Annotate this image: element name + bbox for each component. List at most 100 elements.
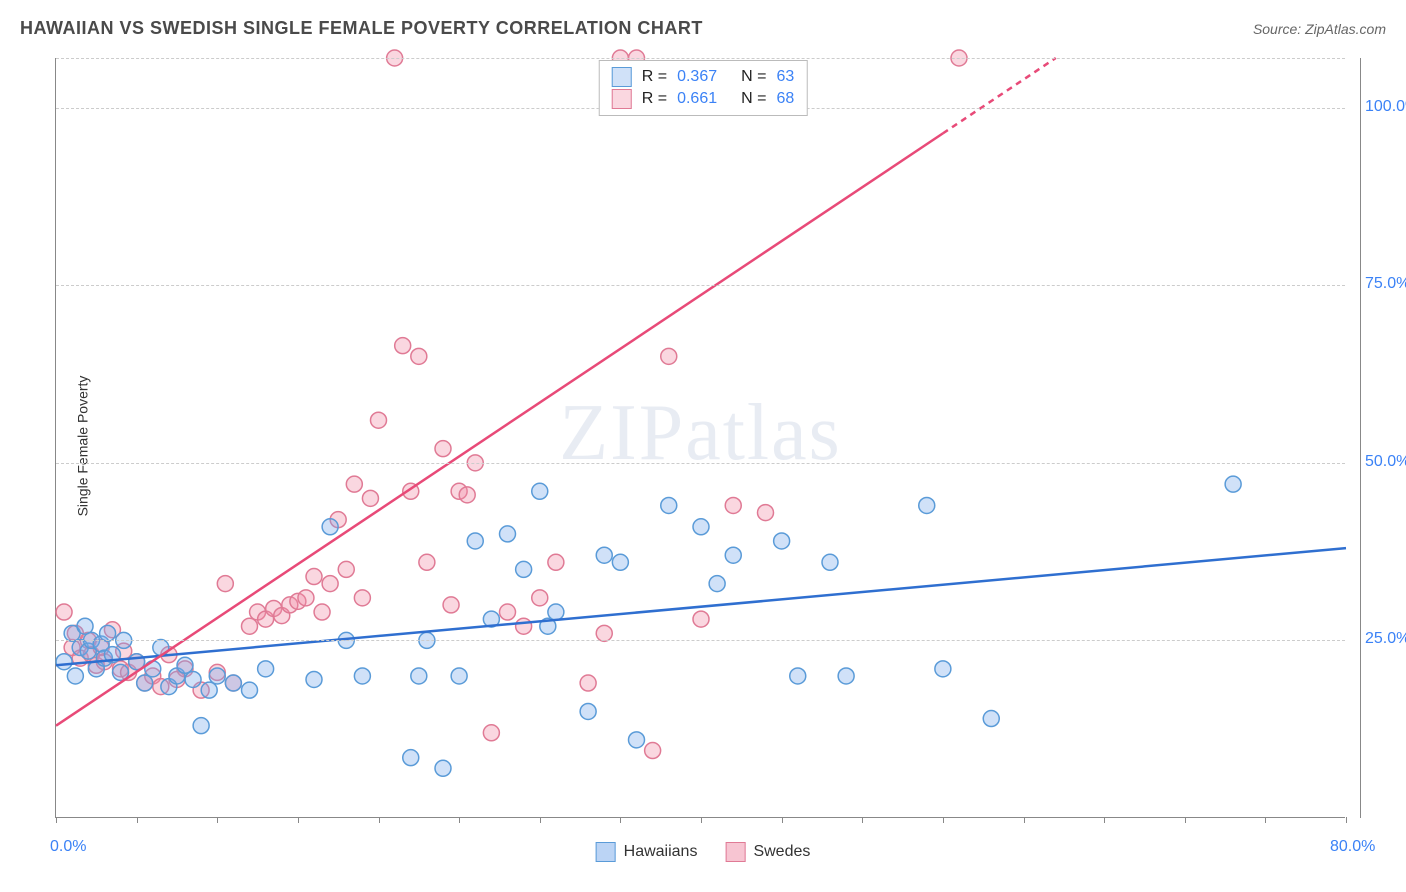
data-point bbox=[354, 590, 370, 606]
chart-canvas bbox=[56, 58, 1345, 817]
data-point bbox=[919, 497, 935, 513]
y-tick-label: 50.0% bbox=[1365, 453, 1406, 471]
data-point bbox=[242, 618, 258, 634]
data-point bbox=[822, 554, 838, 570]
x-tick bbox=[782, 817, 783, 823]
grid-line bbox=[56, 285, 1345, 286]
legend-item: Hawaiians bbox=[596, 842, 698, 862]
legend-stat-row: R = 0.661 N = 68 bbox=[612, 89, 795, 109]
data-point bbox=[242, 682, 258, 698]
x-tick bbox=[459, 817, 460, 823]
data-point bbox=[580, 675, 596, 691]
data-point bbox=[532, 590, 548, 606]
data-point bbox=[500, 604, 516, 620]
x-tick bbox=[620, 817, 621, 823]
data-point bbox=[419, 554, 435, 570]
data-point bbox=[629, 732, 645, 748]
data-point bbox=[201, 682, 217, 698]
trend-line bbox=[56, 548, 1346, 665]
x-tick bbox=[1265, 817, 1266, 823]
data-point bbox=[225, 675, 241, 691]
legend-label: Hawaiians bbox=[624, 843, 698, 861]
series-legend: HawaiiansSwedes bbox=[596, 842, 811, 862]
y-tick-label: 25.0% bbox=[1365, 630, 1406, 648]
legend-n-label: N = bbox=[741, 90, 766, 108]
data-point bbox=[362, 490, 378, 506]
data-point bbox=[693, 611, 709, 627]
y-tick-label: 75.0% bbox=[1365, 275, 1406, 293]
data-point bbox=[185, 671, 201, 687]
data-point bbox=[298, 590, 314, 606]
data-point bbox=[354, 668, 370, 684]
legend-r-value: 0.661 bbox=[677, 90, 717, 108]
data-point bbox=[322, 576, 338, 592]
data-point bbox=[516, 618, 532, 634]
legend-swatch bbox=[596, 842, 616, 862]
data-point bbox=[459, 487, 475, 503]
x-tick bbox=[862, 817, 863, 823]
data-point bbox=[209, 668, 225, 684]
trend-line-dashed bbox=[943, 58, 1056, 133]
data-point bbox=[145, 661, 161, 677]
y-tick-label: 100.0% bbox=[1365, 98, 1406, 116]
x-tick bbox=[701, 817, 702, 823]
data-point bbox=[451, 668, 467, 684]
data-point bbox=[661, 497, 677, 513]
data-point bbox=[774, 533, 790, 549]
x-tick bbox=[1185, 817, 1186, 823]
legend-r-label: R = bbox=[642, 90, 667, 108]
x-tick bbox=[540, 817, 541, 823]
data-point bbox=[435, 760, 451, 776]
data-point bbox=[371, 412, 387, 428]
data-point bbox=[758, 505, 774, 521]
legend-n-label: N = bbox=[741, 68, 766, 86]
data-point bbox=[596, 547, 612, 563]
data-point bbox=[548, 554, 564, 570]
data-point bbox=[395, 338, 411, 354]
data-point bbox=[67, 668, 83, 684]
legend-swatch bbox=[612, 67, 632, 87]
data-point bbox=[411, 668, 427, 684]
legend-n-value: 63 bbox=[776, 68, 794, 86]
data-point bbox=[322, 519, 338, 535]
data-point bbox=[661, 348, 677, 364]
plot-area: ZIPatlas bbox=[55, 58, 1345, 818]
data-point bbox=[217, 576, 233, 592]
legend-r-label: R = bbox=[642, 68, 667, 86]
trend-line bbox=[56, 133, 943, 725]
chart-title: HAWAIIAN VS SWEDISH SINGLE FEMALE POVERT… bbox=[20, 18, 703, 39]
data-point bbox=[1225, 476, 1241, 492]
x-tick bbox=[1104, 817, 1105, 823]
data-point bbox=[532, 483, 548, 499]
data-point bbox=[258, 661, 274, 677]
data-point bbox=[596, 625, 612, 641]
data-point bbox=[693, 519, 709, 535]
grid-line bbox=[56, 58, 1345, 59]
data-point bbox=[306, 671, 322, 687]
grid-line bbox=[56, 640, 1345, 641]
data-point bbox=[411, 348, 427, 364]
x-tick bbox=[1346, 817, 1347, 823]
data-point bbox=[338, 561, 354, 577]
x-tick bbox=[137, 817, 138, 823]
source-label: Source: ZipAtlas.com bbox=[1253, 21, 1386, 37]
data-point bbox=[56, 604, 72, 620]
legend-swatch bbox=[612, 89, 632, 109]
grid-line bbox=[56, 463, 1345, 464]
data-point bbox=[177, 657, 193, 673]
data-point bbox=[709, 576, 725, 592]
legend-swatch bbox=[725, 842, 745, 862]
data-point bbox=[137, 675, 153, 691]
stats-legend: R = 0.367N = 63R = 0.661N = 68 bbox=[599, 60, 808, 116]
x-tick bbox=[943, 817, 944, 823]
data-point bbox=[483, 725, 499, 741]
x-tick bbox=[56, 817, 57, 823]
data-point bbox=[935, 661, 951, 677]
data-point bbox=[100, 625, 116, 641]
x-tick-label: 0.0% bbox=[50, 838, 86, 856]
legend-n-value: 68 bbox=[776, 90, 794, 108]
data-point bbox=[725, 497, 741, 513]
data-point bbox=[725, 547, 741, 563]
data-point bbox=[314, 604, 330, 620]
legend-stat-row: R = 0.367N = 63 bbox=[612, 67, 795, 87]
